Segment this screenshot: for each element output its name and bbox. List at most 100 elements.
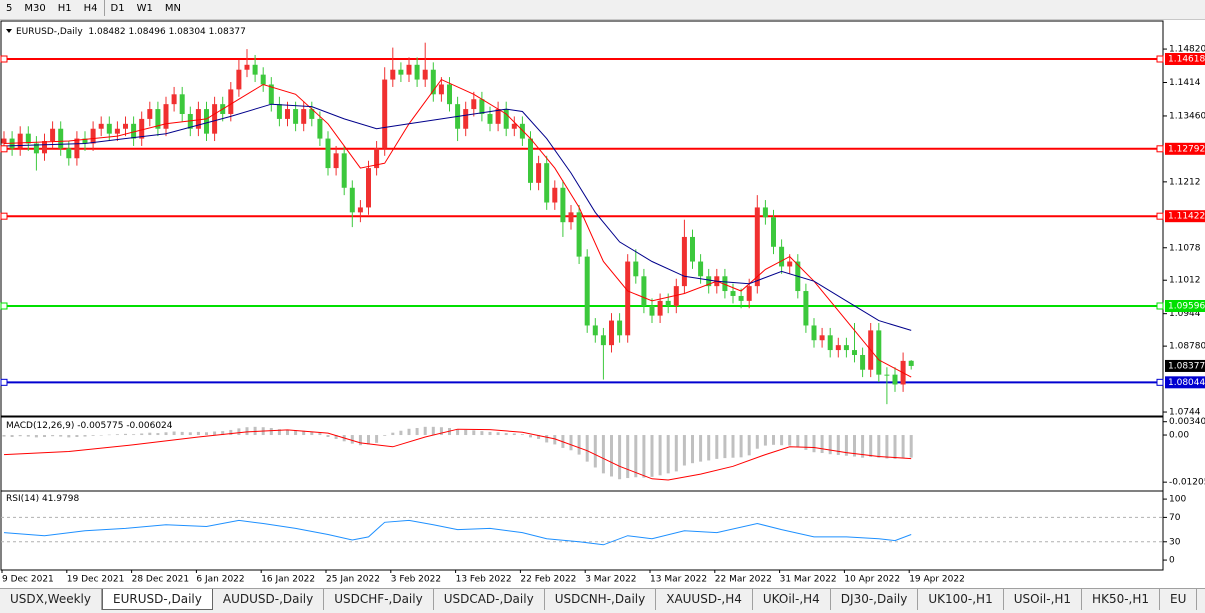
macd-bar [75, 435, 79, 437]
y-tick-label: 1.1212 [1169, 177, 1201, 187]
x-tick-label: 3 Feb 2022 [391, 575, 441, 585]
y-tick-label: 1.1414 [1169, 78, 1201, 88]
level-anchor [1156, 302, 1164, 310]
macd-bar [302, 430, 306, 436]
candle-body [204, 109, 209, 134]
candle-body [649, 305, 655, 316]
timeframe-button[interactable]: MN [164, 3, 181, 14]
candle-body [228, 89, 234, 114]
macd-bar [480, 431, 484, 436]
macd-bar [723, 435, 727, 459]
macd-bar [310, 431, 314, 436]
macd-bar [269, 427, 273, 436]
timeframe-button[interactable]: D1 [103, 0, 131, 16]
chart-tab[interactable]: DJ30-,Daily [831, 589, 919, 610]
candle-body [633, 261, 639, 277]
candle-body [1, 138, 7, 144]
candle-body [552, 187, 558, 203]
candle-body [908, 360, 914, 366]
macd-bar [26, 435, 30, 437]
candle-body [398, 69, 404, 75]
timeframe-button[interactable]: W1 [136, 3, 153, 14]
macd-bar [545, 435, 549, 443]
macd-bar [553, 435, 557, 445]
rsi-header: RSI(14) 41.9798 [6, 494, 79, 504]
macd-bar [358, 435, 362, 446]
chart-title: EURUSD-,Daily [16, 27, 83, 37]
candle-body [617, 320, 623, 336]
macd-bar [674, 435, 678, 472]
level-price-box [1165, 376, 1205, 389]
chart-tab[interactable]: XAUUSD-,H4 [656, 589, 753, 610]
candle-body [673, 286, 679, 306]
candle-body [560, 187, 566, 223]
x-tick-label: 13 Feb 2022 [456, 575, 512, 585]
macd-bar [763, 435, 767, 446]
candle-body [98, 123, 104, 129]
macd-bar [286, 429, 289, 436]
macd-bar [156, 433, 160, 436]
timeframe-button[interactable]: 5 [6, 3, 13, 14]
candle-body [576, 212, 582, 257]
chart-tab[interactable]: UK100-,H1 [918, 589, 1004, 610]
candle-body [139, 118, 145, 139]
candle-body [787, 261, 793, 267]
macd-bar [253, 426, 257, 436]
chart-tab[interactable]: USOil-,H1 [1004, 589, 1083, 610]
chart-tab[interactable]: AUDUSD-,Daily [213, 589, 325, 610]
chart-tab[interactable]: USDCAD-,Daily [434, 589, 545, 610]
macd-bar [43, 435, 46, 437]
chart-tab[interactable]: USDCNH-,Daily [545, 589, 657, 610]
timeframe-button[interactable]: M30 [24, 3, 46, 14]
chart-tab[interactable]: EURUSD-,Daily [102, 589, 213, 610]
y-tick-label: 1.0744 [1169, 408, 1201, 418]
macd-bar [626, 435, 630, 479]
candle-body [74, 138, 80, 159]
candle-body [746, 286, 752, 301]
level-anchor [1156, 378, 1164, 386]
level-anchor [1156, 145, 1164, 153]
level-anchor [0, 55, 8, 63]
macd-bar [245, 427, 249, 436]
candle-body [341, 153, 347, 188]
macd-bar [504, 433, 508, 436]
macd-bar [610, 435, 613, 477]
macd-bar [277, 429, 281, 436]
panel-plot [1, 42, 1163, 405]
level-anchor [1156, 55, 1164, 63]
macd-bar [496, 432, 500, 436]
x-tick-label: 19 Apr 2022 [909, 575, 965, 585]
macd-bar [601, 435, 605, 474]
macd-bar [731, 435, 735, 458]
macd-bar [326, 435, 330, 437]
macd-bar [375, 435, 379, 443]
x-tick-label: 9 Dec 2021 [2, 575, 54, 585]
macd-bar [140, 433, 144, 436]
menu-triangle [6, 29, 12, 33]
current-price-label: 1.08377 [1168, 361, 1205, 371]
timeframe-button[interactable]: H4 [83, 3, 98, 14]
chart-tab[interactable]: HK50-,H1 [1082, 589, 1161, 610]
chart-tab[interactable]: USDCHF-,Daily [324, 589, 434, 610]
macd-bar [180, 431, 184, 436]
timeframe-button[interactable]: H1 [57, 3, 72, 14]
macd-bar [650, 435, 654, 477]
candle-body [430, 69, 436, 95]
candle-body [236, 69, 242, 90]
candle-body [293, 109, 299, 124]
candle-body [860, 354, 866, 370]
candle-body [819, 335, 825, 341]
chart-tab[interactable]: UKOil-,H4 [753, 589, 831, 610]
macd-bar [34, 435, 38, 438]
chart-tab[interactable]: USDX,Weekly [0, 589, 102, 610]
macd-bar [83, 435, 87, 437]
chart-tab[interactable]: EU [1160, 589, 1198, 610]
macd-bar [334, 435, 338, 439]
x-tick-label: 25 Jan 2022 [326, 575, 380, 585]
macd-bar [439, 427, 443, 436]
macd-bar [569, 435, 573, 451]
rsi-title: RSI(14) [6, 494, 39, 504]
macd-bar [520, 434, 524, 436]
macd-bar [901, 435, 905, 459]
macd-bar [780, 435, 784, 446]
